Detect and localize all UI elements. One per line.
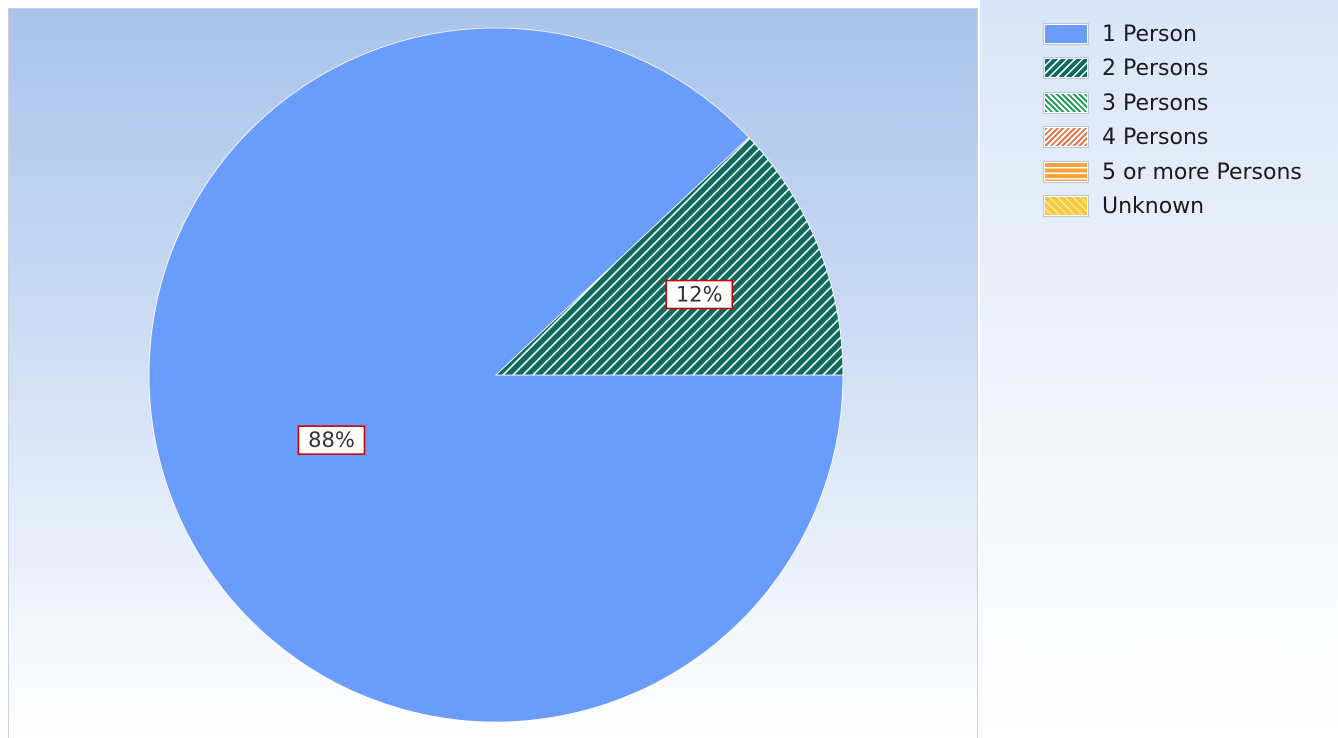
hatched-swatch-icon [1044,127,1088,147]
pie-chart: 88% 12% [9,9,979,738]
legend-item-3-persons: 3 Persons [1044,88,1208,118]
solid-swatch-icon [1044,24,1088,44]
legend-label: 2 Persons [1102,56,1208,81]
legend-label: 5 or more Persons [1102,160,1302,185]
legend-label: 1 Person [1102,22,1197,47]
legend-item-unknown: Unknown [1044,191,1204,221]
pie-slices [149,28,843,722]
data-label-2-persons: 12% [666,281,732,309]
zigzag-swatch-icon [1044,196,1088,216]
svg-text:12%: 12% [676,283,723,307]
legend-item-1-person: 1 Person [1044,19,1197,49]
legend-item-5-or-more-persons: 5 or more Persons [1044,157,1302,187]
legend-item-4-persons: 4 Persons [1044,122,1208,152]
brick-swatch-icon [1044,162,1088,182]
legend-label: 3 Persons [1102,91,1208,116]
hatched-swatch-icon [1044,58,1088,78]
legend: 1 Person 2 Persons 3 Persons 4 Persons 5… [980,0,1338,738]
legend-label: Unknown [1102,194,1204,219]
legend-label: 4 Persons [1102,125,1208,150]
plot-area: 88% 12% [8,8,978,738]
svg-text:88%: 88% [308,428,355,452]
hatched-swatch-icon [1044,93,1088,113]
legend-item-2-persons: 2 Persons [1044,53,1208,83]
data-label-1-person: 88% [298,426,364,454]
